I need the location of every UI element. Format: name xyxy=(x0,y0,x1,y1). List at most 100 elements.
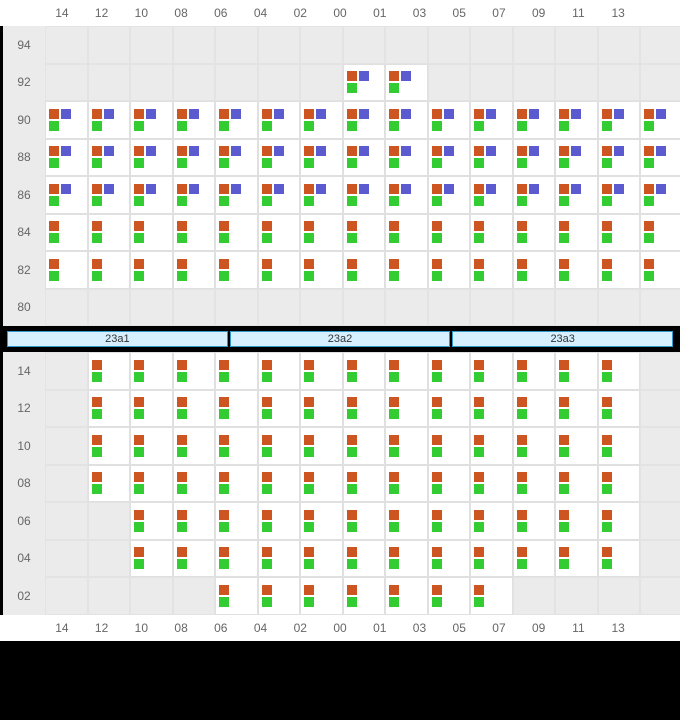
seat-slot[interactable] xyxy=(385,390,428,428)
seat-slot[interactable] xyxy=(45,176,88,214)
seat-slot[interactable] xyxy=(88,251,131,289)
seat-slot[interactable] xyxy=(215,176,258,214)
seat-slot[interactable] xyxy=(598,427,641,465)
seat-slot[interactable] xyxy=(598,101,641,139)
seat-slot[interactable] xyxy=(343,465,386,503)
stage-label[interactable]: 23a1 xyxy=(7,331,228,347)
seat-slot[interactable] xyxy=(513,214,556,252)
seat-slot[interactable] xyxy=(428,502,471,540)
seat-slot[interactable] xyxy=(258,465,301,503)
seat-slot[interactable] xyxy=(300,352,343,390)
seat-slot[interactable] xyxy=(173,251,216,289)
seat-slot[interactable] xyxy=(555,251,598,289)
seat-slot[interactable] xyxy=(258,502,301,540)
seat-slot[interactable] xyxy=(513,251,556,289)
seat-slot[interactable] xyxy=(300,251,343,289)
seat-slot[interactable] xyxy=(470,465,513,503)
seat-slot[interactable] xyxy=(300,139,343,177)
seat-slot[interactable] xyxy=(555,214,598,252)
seat-slot[interactable] xyxy=(173,214,216,252)
seat-slot[interactable] xyxy=(258,139,301,177)
seat-slot[interactable] xyxy=(173,390,216,428)
seat-slot[interactable] xyxy=(173,139,216,177)
seat-slot[interactable] xyxy=(173,101,216,139)
seat-slot[interactable] xyxy=(640,251,680,289)
seat-slot[interactable] xyxy=(258,176,301,214)
seat-slot[interactable] xyxy=(640,176,680,214)
seat-slot[interactable] xyxy=(555,101,598,139)
seat-slot[interactable] xyxy=(343,176,386,214)
seat-slot[interactable] xyxy=(343,390,386,428)
seat-slot[interactable] xyxy=(173,427,216,465)
seat-slot[interactable] xyxy=(555,465,598,503)
seat-slot[interactable] xyxy=(215,577,258,615)
seat-slot[interactable] xyxy=(173,502,216,540)
seat-slot[interactable] xyxy=(130,540,173,578)
seat-slot[interactable] xyxy=(173,465,216,503)
seat-slot[interactable] xyxy=(470,139,513,177)
seat-slot[interactable] xyxy=(428,139,471,177)
seat-slot[interactable] xyxy=(215,139,258,177)
seat-slot[interactable] xyxy=(88,352,131,390)
seat-slot[interactable] xyxy=(428,577,471,615)
seat-slot[interactable] xyxy=(88,214,131,252)
seat-slot[interactable] xyxy=(385,352,428,390)
seat-slot[interactable] xyxy=(343,251,386,289)
seat-slot[interactable] xyxy=(598,251,641,289)
seat-slot[interactable] xyxy=(385,465,428,503)
seat-slot[interactable] xyxy=(513,390,556,428)
seat-slot[interactable] xyxy=(258,540,301,578)
seat-slot[interactable] xyxy=(555,540,598,578)
seat-slot[interactable] xyxy=(640,139,680,177)
seat-slot[interactable] xyxy=(428,101,471,139)
seat-slot[interactable] xyxy=(428,427,471,465)
seat-slot[interactable] xyxy=(555,139,598,177)
seat-slot[interactable] xyxy=(173,352,216,390)
seat-slot[interactable] xyxy=(640,101,680,139)
seat-slot[interactable] xyxy=(258,390,301,428)
seat-slot[interactable] xyxy=(513,427,556,465)
seat-slot[interactable] xyxy=(598,540,641,578)
seat-slot[interactable] xyxy=(555,390,598,428)
seat-slot[interactable] xyxy=(513,101,556,139)
seat-slot[interactable] xyxy=(215,251,258,289)
seat-slot[interactable] xyxy=(130,502,173,540)
seat-slot[interactable] xyxy=(45,251,88,289)
seat-slot[interactable] xyxy=(513,352,556,390)
seat-slot[interactable] xyxy=(555,502,598,540)
seat-slot[interactable] xyxy=(598,352,641,390)
seat-slot[interactable] xyxy=(343,502,386,540)
seat-slot[interactable] xyxy=(343,352,386,390)
seat-slot[interactable] xyxy=(470,540,513,578)
seat-slot[interactable] xyxy=(343,101,386,139)
seat-slot[interactable] xyxy=(300,502,343,540)
seat-slot[interactable] xyxy=(215,214,258,252)
seat-slot[interactable] xyxy=(130,352,173,390)
seat-slot[interactable] xyxy=(513,502,556,540)
seat-slot[interactable] xyxy=(130,251,173,289)
seat-slot[interactable] xyxy=(300,101,343,139)
stage-label[interactable]: 23a3 xyxy=(452,331,673,347)
seat-slot[interactable] xyxy=(130,176,173,214)
seat-slot[interactable] xyxy=(215,427,258,465)
seat-slot[interactable] xyxy=(343,139,386,177)
seat-slot[interactable] xyxy=(555,427,598,465)
seat-slot[interactable] xyxy=(300,214,343,252)
seat-slot[interactable] xyxy=(343,577,386,615)
seat-slot[interactable] xyxy=(385,251,428,289)
seat-slot[interactable] xyxy=(428,390,471,428)
seat-slot[interactable] xyxy=(45,214,88,252)
seat-slot[interactable] xyxy=(598,390,641,428)
seat-slot[interactable] xyxy=(470,251,513,289)
seat-slot[interactable] xyxy=(428,465,471,503)
seat-slot[interactable] xyxy=(470,577,513,615)
seat-slot[interactable] xyxy=(598,139,641,177)
seat-slot[interactable] xyxy=(598,176,641,214)
stage-label[interactable]: 23a2 xyxy=(230,331,451,347)
seat-slot[interactable] xyxy=(470,214,513,252)
seat-slot[interactable] xyxy=(470,176,513,214)
seat-slot[interactable] xyxy=(385,64,428,102)
seat-slot[interactable] xyxy=(88,139,131,177)
seat-slot[interactable] xyxy=(640,214,680,252)
seat-slot[interactable] xyxy=(555,352,598,390)
